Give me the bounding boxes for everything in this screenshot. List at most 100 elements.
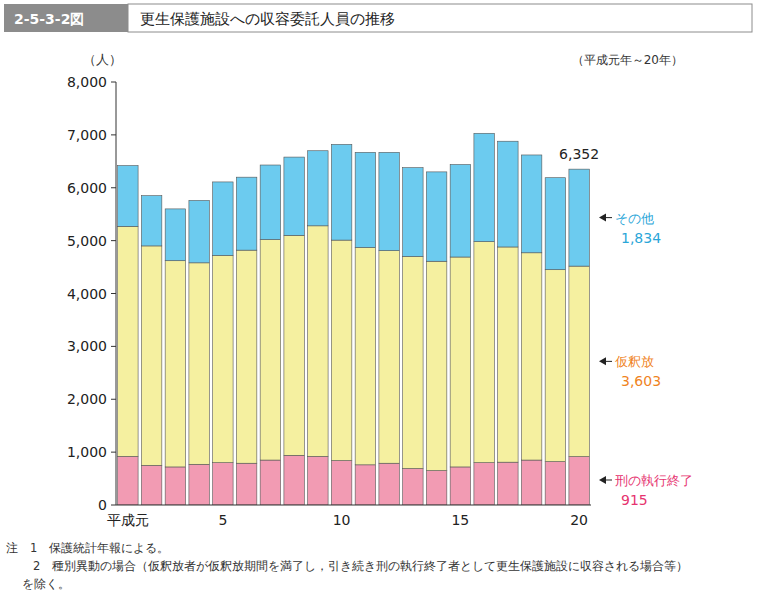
bar-segment	[545, 462, 565, 505]
bar-segment	[236, 250, 256, 463]
bar-segment	[521, 253, 541, 460]
y-tick-label: 0	[98, 497, 107, 513]
note: を除く。	[22, 577, 70, 591]
bar-segment	[213, 463, 233, 505]
bar-segment	[379, 152, 399, 250]
y-tick	[111, 134, 116, 135]
bar-segment	[141, 196, 161, 246]
bar-segment	[474, 463, 494, 505]
bar-segment	[260, 165, 280, 240]
bar-segment	[474, 133, 494, 241]
bar-segment	[189, 464, 209, 505]
bar-segment	[308, 226, 328, 457]
last-value-label: 3,603	[621, 373, 661, 389]
bar-segment	[213, 182, 233, 255]
bar-segment	[426, 172, 446, 261]
bar-segment	[165, 261, 185, 467]
last-value-label: 915	[621, 492, 648, 508]
bar-segment	[260, 460, 280, 505]
bar-segment	[141, 246, 161, 465]
bar-segment	[165, 467, 185, 505]
y-tick-label: 8,000	[67, 74, 107, 90]
bar-segment	[403, 168, 423, 257]
bar-segment	[450, 257, 470, 467]
x-tick-label: 15	[451, 512, 469, 528]
bar-segment	[331, 144, 351, 240]
total-label: 6,352	[559, 146, 599, 162]
bar-segment	[498, 462, 518, 505]
label-arrow-line	[606, 217, 612, 218]
bar-segment	[355, 247, 375, 464]
bar-segment	[236, 463, 256, 505]
bar-segment	[331, 240, 351, 460]
label-arrow	[599, 357, 606, 365]
bar-segment	[213, 255, 233, 462]
bar-segment	[189, 200, 209, 262]
note: 2 種別異動の場合（仮釈放者が仮釈放期間を満了し，引き続き刑の執行終了者として更…	[33, 559, 688, 573]
y-tick	[111, 399, 116, 400]
x-axis	[116, 505, 591, 506]
bar-segment	[569, 169, 589, 266]
note: 注 1 保護統計年報による。	[6, 541, 169, 555]
bar-segment	[379, 463, 399, 505]
title: 更生保護施設への収容委託人員の推移	[140, 10, 395, 28]
bar-segment	[426, 261, 446, 470]
title-box	[128, 4, 752, 32]
bar-segment	[474, 242, 494, 463]
label-arrow	[599, 214, 606, 222]
label-arrow-line	[606, 361, 612, 362]
x-tick-label: 20	[570, 512, 588, 528]
bar-segment	[545, 178, 565, 270]
bar-segment	[403, 469, 423, 505]
bars	[118, 133, 590, 505]
bar-segment	[521, 460, 541, 505]
y-tick-label: 5,000	[67, 233, 107, 249]
last-value-label: 1,834	[621, 230, 661, 246]
bar-segment	[308, 151, 328, 226]
y-tick	[111, 82, 116, 83]
figure-number: 2-5-3-2図	[14, 11, 84, 27]
y-tick	[111, 293, 116, 294]
y-axis-label: （人）	[83, 52, 122, 67]
bar-segment	[284, 235, 304, 455]
y-tick	[111, 346, 116, 347]
bar-segment	[545, 270, 565, 462]
bar-segment	[379, 251, 399, 464]
legend-label: その他	[615, 211, 654, 226]
y-tick	[111, 187, 116, 188]
bar-segment	[450, 467, 470, 505]
x-tick-label: 平成元	[107, 512, 149, 528]
bar-segment	[355, 465, 375, 505]
bar-segment	[236, 177, 256, 250]
y-tick-label: 6,000	[67, 180, 107, 196]
y-tick-label: 4,000	[67, 286, 107, 302]
subtitle: （平成元年～20年）	[572, 53, 683, 67]
x-tick-label: 10	[333, 512, 351, 528]
bar-segment	[284, 455, 304, 505]
bar-segment	[141, 465, 161, 505]
bar-segment	[284, 157, 304, 235]
y-tick	[111, 452, 116, 453]
chart: 2-5-3-2図 更生保護施設への収容委託人員の推移 （平成元年～20年） （人） 0 1…	[0, 0, 759, 597]
bar-segment	[498, 141, 518, 247]
label-arrow-line	[606, 480, 612, 481]
bar-segment	[118, 456, 138, 505]
y-tick-label: 2,000	[67, 391, 107, 407]
bar-segment	[426, 471, 446, 505]
bar-segment	[308, 456, 328, 505]
x-tick-label: 5	[218, 512, 227, 528]
bar-segment	[260, 240, 280, 460]
bar-segment	[403, 256, 423, 468]
bar-segment	[331, 461, 351, 505]
legend-label: 仮釈放	[614, 354, 654, 369]
legend-label: 刑の執行終了	[615, 473, 693, 488]
figure-number-box	[4, 4, 128, 32]
y-tick	[111, 505, 116, 506]
bar-segment	[118, 226, 138, 456]
bar-segment	[118, 166, 138, 227]
y-tick-label: 7,000	[67, 127, 107, 143]
bar-segment	[450, 164, 470, 257]
bar-segment	[569, 457, 589, 505]
bar-segment	[569, 266, 589, 457]
y-tick	[111, 240, 116, 241]
